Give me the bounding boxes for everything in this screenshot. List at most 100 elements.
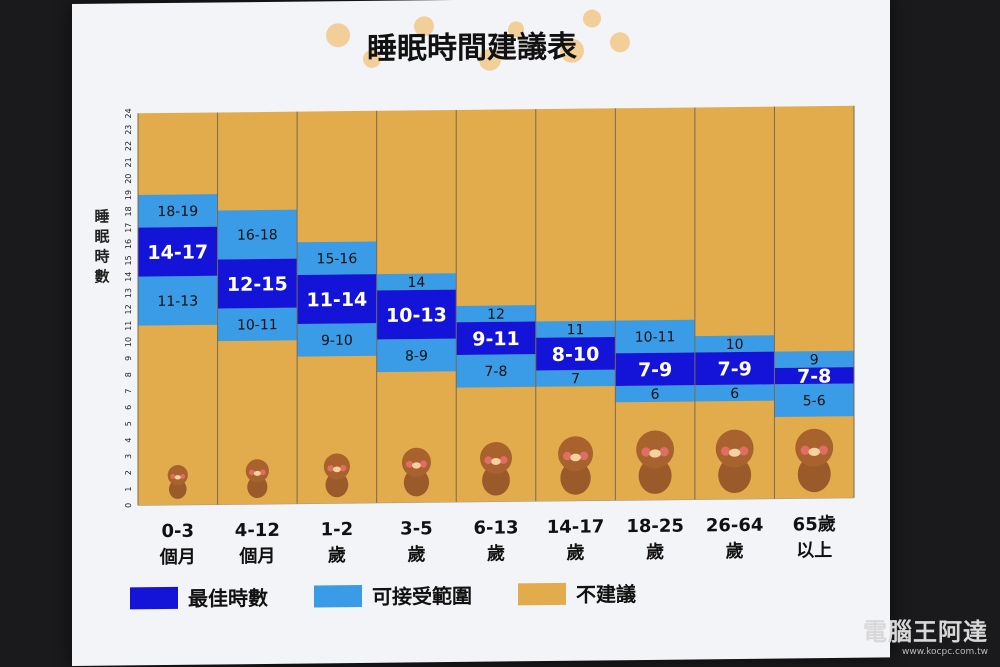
acceptable-upper-band-label-2: 15-16 xyxy=(317,251,358,267)
bear-cheek-right-2 xyxy=(339,465,347,472)
recommended-band-0 xyxy=(138,226,218,277)
acceptable-lower-band-6 xyxy=(615,385,695,403)
y-tick-3: 3 xyxy=(124,454,133,459)
acceptable-lower-band-label-6: 6 xyxy=(651,387,660,403)
legend-label-acceptable: 可接受範圍 xyxy=(372,583,472,609)
bear-body-icon-7 xyxy=(718,456,752,494)
acceptable-lower-band-label-7: 6 xyxy=(730,386,739,402)
y-tick-14: 14 xyxy=(124,272,133,282)
acceptable-lower-band-label-0: 11-13 xyxy=(157,294,198,310)
recommended-band-label-4: 9-11 xyxy=(472,328,520,350)
legend-swatch-recommended xyxy=(130,586,178,609)
recommended-band-label-3: 10-13 xyxy=(386,304,447,327)
y-tick-15: 15 xyxy=(124,255,133,265)
legend: 最佳時數 可接受範圍 不建議 xyxy=(130,578,636,612)
acceptable-upper-band-label-8: 9 xyxy=(810,352,819,368)
acceptable-lower-band-1 xyxy=(217,307,298,342)
sleep-chart: 睡眠時間建議表睡眠時數01234567891011121314151617181… xyxy=(94,9,855,568)
bear-cheek-left-3 xyxy=(405,460,414,468)
x-tick-label-line2-8: 以上 xyxy=(796,540,832,561)
acceptable-lower-band-label-5: 7 xyxy=(571,371,580,387)
y-tick-17: 17 xyxy=(124,223,133,233)
legend-swatch-acceptable xyxy=(314,584,362,607)
title-dot-6 xyxy=(583,9,601,28)
x-tick-label-line1-3: 3-5 xyxy=(400,518,433,539)
watermark-logo: 電腦王阿達 xyxy=(863,618,988,646)
acceptable-lower-band-2 xyxy=(297,323,377,357)
bear-body-icon-4 xyxy=(482,464,510,496)
acceptable-upper-band-label-6: 10-11 xyxy=(635,329,676,345)
x-tick-label-line1-5: 14-17 xyxy=(547,516,605,538)
recommended-band-label-0: 14-17 xyxy=(147,241,208,264)
title-dot-1 xyxy=(363,49,381,68)
acceptable-lower-band-label-4: 7-8 xyxy=(485,364,508,380)
acceptable-lower-band-5 xyxy=(535,369,616,387)
x-tick-label-line1-6: 18-25 xyxy=(626,516,684,538)
legend-item-recommended: 最佳時數 xyxy=(130,582,268,612)
acceptable-lower-band-7 xyxy=(694,384,775,402)
y-tick-13: 13 xyxy=(124,288,133,298)
x-tick-label-line2-3: 歲 xyxy=(407,543,425,565)
acceptable-lower-band-label-1: 10-11 xyxy=(237,317,278,333)
bear-cheek-right-0 xyxy=(180,473,186,479)
y-tick-11: 11 xyxy=(124,321,133,331)
bear-muzzle-8 xyxy=(808,447,820,456)
bear-cheek-left-1 xyxy=(248,469,255,476)
acceptable-upper-band-7 xyxy=(694,335,775,353)
bear-head-icon-5 xyxy=(558,436,594,472)
recommended-band-2 xyxy=(297,274,377,324)
bear-cheek-left-7 xyxy=(720,446,731,456)
legend-label-recommended: 最佳時數 xyxy=(188,585,268,611)
y-tick-12: 12 xyxy=(124,304,133,314)
not-recommended-column-5 xyxy=(535,108,616,502)
acceptable-lower-band-4 xyxy=(456,354,536,388)
chart-title: 睡眠時間建議表 xyxy=(367,30,577,67)
not-recommended-column-7 xyxy=(694,106,775,500)
y-tick-20: 20 xyxy=(124,174,133,184)
bear-cheek-right-4 xyxy=(499,456,508,464)
acceptable-upper-band-0 xyxy=(138,194,218,228)
title-dot-2 xyxy=(414,16,434,37)
x-tick-label-line2-4: 歲 xyxy=(487,542,505,564)
bear-body-icon-8 xyxy=(797,455,831,493)
title-dot-0 xyxy=(326,23,350,48)
acceptable-upper-band-8 xyxy=(774,350,855,368)
y-tick-10: 10 xyxy=(124,337,133,347)
watermark-url: www.kocpc.com.tw xyxy=(902,647,988,657)
y-tick-2: 2 xyxy=(124,470,133,475)
acceptable-upper-band-label-5: 11 xyxy=(567,322,585,338)
title-dot-3 xyxy=(479,48,501,71)
y-tick-18: 18 xyxy=(124,206,133,216)
y-tick-6: 6 xyxy=(124,405,133,410)
acceptable-upper-band-4 xyxy=(456,305,536,323)
x-tick-label-line2-6: 歲 xyxy=(646,541,664,563)
y-tick-9: 9 xyxy=(124,356,133,361)
recommended-band-5 xyxy=(535,336,616,371)
y-tick-24: 24 xyxy=(124,108,133,118)
acceptable-upper-band-6 xyxy=(615,319,695,354)
x-tick-label-line1-7: 26-64 xyxy=(706,515,764,537)
y-axis-label-char-2: 時 xyxy=(94,248,109,266)
title-dot-4 xyxy=(508,21,524,38)
acceptable-upper-band-label-3: 14 xyxy=(408,275,426,291)
bear-cheek-left-8 xyxy=(800,445,810,455)
x-tick-label-line2-5: 歲 xyxy=(567,542,585,564)
recommended-band-label-7: 7-9 xyxy=(718,358,752,380)
bear-head-icon-4 xyxy=(479,441,513,474)
y-tick-19: 19 xyxy=(124,190,133,200)
x-tick-label-line2-7: 歲 xyxy=(726,540,744,562)
acceptable-upper-band-1 xyxy=(217,209,298,260)
bear-cheek-right-6 xyxy=(659,447,669,457)
bear-cheek-right-8 xyxy=(818,445,828,455)
y-tick-5: 5 xyxy=(124,421,133,426)
acceptable-upper-band-label-1: 16-18 xyxy=(237,227,278,243)
acceptable-upper-band-5 xyxy=(535,320,616,338)
y-tick-1: 1 xyxy=(124,486,133,491)
bear-cheek-right-7 xyxy=(739,446,749,456)
recommended-band-6 xyxy=(615,352,695,386)
legend-label-not-recommended: 不建議 xyxy=(576,582,636,607)
x-tick-label-line2-1: 個月 xyxy=(238,546,275,567)
bear-cheek-left-6 xyxy=(641,447,651,457)
legend-item-acceptable: 可接受範圍 xyxy=(314,580,472,611)
legend-swatch-not-recommended xyxy=(518,582,566,605)
